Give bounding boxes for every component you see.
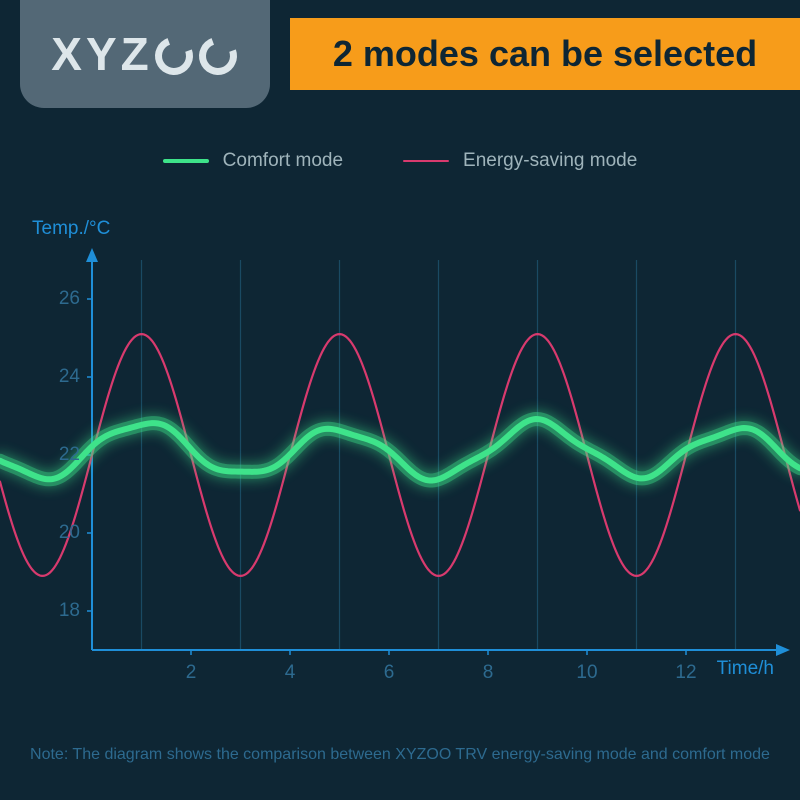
legend-label: Energy-saving mode [463, 150, 637, 172]
x-tick: 6 [384, 662, 395, 684]
y-tick: 18 [40, 600, 80, 622]
y-axis-label: Temp./°C [32, 218, 110, 240]
x-tick: 10 [576, 662, 597, 684]
y-tick: 26 [40, 288, 80, 310]
x-tick: 4 [285, 662, 296, 684]
legend-swatch-comfort [163, 159, 209, 163]
logo-letter: X [51, 27, 84, 81]
logo-o-icon [192, 31, 242, 81]
x-tick: 12 [675, 662, 696, 684]
title-banner: 2 modes can be selected [290, 18, 800, 90]
legend-item-energy: Energy-saving mode [403, 150, 637, 172]
x-axis-label: Time/h [717, 658, 774, 680]
legend-item-comfort: Comfort mode [163, 150, 343, 172]
x-tick: 8 [483, 662, 494, 684]
legend-label: Comfort mode [223, 150, 343, 172]
chart-legend: Comfort mode Energy-saving mode [0, 150, 800, 172]
logo-o-icon [148, 31, 198, 81]
logo-letter: Y [86, 27, 119, 81]
x-tick: 2 [186, 662, 197, 684]
y-tick: 22 [40, 444, 80, 466]
legend-swatch-energy [403, 160, 449, 162]
logo-letter: Z [121, 27, 151, 81]
y-tick: 20 [40, 522, 80, 544]
title-text: 2 modes can be selected [333, 33, 757, 75]
brand-logo-text: X Y Z [51, 27, 238, 81]
footnote: Note: The diagram shows the comparison b… [0, 746, 800, 764]
y-tick: 24 [40, 366, 80, 388]
brand-logo-badge: X Y Z [20, 0, 270, 108]
